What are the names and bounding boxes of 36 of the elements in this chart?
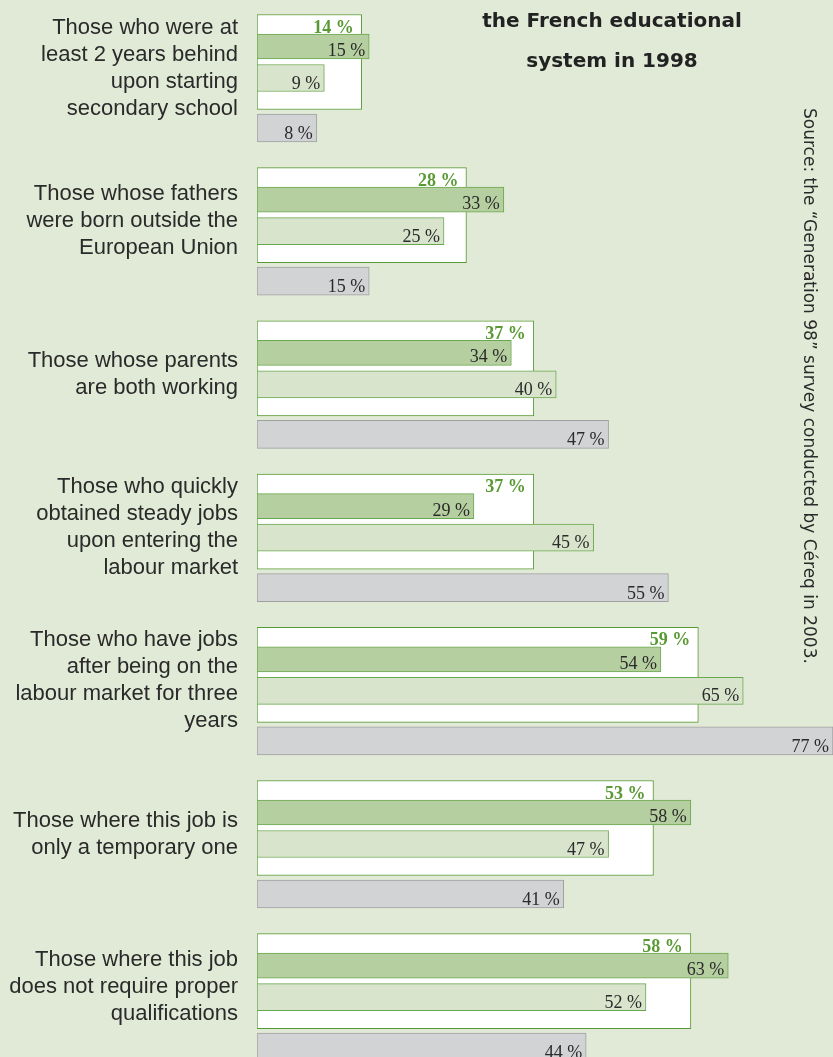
y-tick-label: Those who have jobs after being on the labour market for three years	[15, 626, 238, 733]
data-label: 77 %	[791, 735, 829, 756]
data-label: 8 %	[284, 123, 313, 143]
data-label: 40 %	[514, 378, 553, 399]
data-label: 47 %	[567, 838, 605, 859]
data-label: 34 %	[469, 346, 508, 367]
data-label: 33 %	[462, 193, 500, 214]
y-tick-label: Those who quickly obtained steady jobs upon entering the labour market	[36, 473, 238, 580]
data-label: 47 %	[567, 429, 605, 450]
y-tick-label: Those where this job is only a temporary one	[13, 806, 238, 859]
data-label: 58 %	[642, 935, 683, 956]
data-label: 37 %	[485, 476, 526, 497]
y-tick-label: Those whose fathers were born outside the European Union	[25, 180, 238, 260]
data-label: 53 %	[604, 782, 646, 803]
y-tick-label: Those who were at least 2 years behind upon starting secondary school	[41, 13, 238, 120]
data-label: 41 %	[522, 889, 560, 909]
data-label: 45 %	[552, 532, 590, 553]
data-label: 28 %	[417, 169, 459, 190]
data-label: 55 %	[626, 582, 665, 603]
data-label: 54 %	[619, 652, 657, 673]
y-tick-label: Those where this job does not require proper qualifications	[9, 946, 238, 1026]
data-label: 63 %	[686, 959, 725, 980]
data-label: 29 %	[432, 499, 470, 520]
data-label: 15 %	[327, 276, 366, 297]
data-label: 14 %	[313, 16, 354, 37]
annotation: Source: the “Generation 98” survey conducted by Céreq in 2003.	[799, 108, 820, 664]
data-label: 59 %	[649, 629, 691, 650]
data-label: 58 %	[649, 806, 687, 826]
data-label: 65 %	[701, 685, 740, 706]
text: the French educational system in 1998	[482, 8, 742, 73]
data-label: 9 %	[291, 72, 321, 93]
data-label: 25 %	[402, 225, 441, 246]
data-label: 15 %	[327, 40, 366, 60]
data-label: 52 %	[604, 991, 642, 1012]
y-tick-label: Those whose parents are both working	[27, 346, 238, 399]
data-label: 37 %	[485, 322, 526, 343]
